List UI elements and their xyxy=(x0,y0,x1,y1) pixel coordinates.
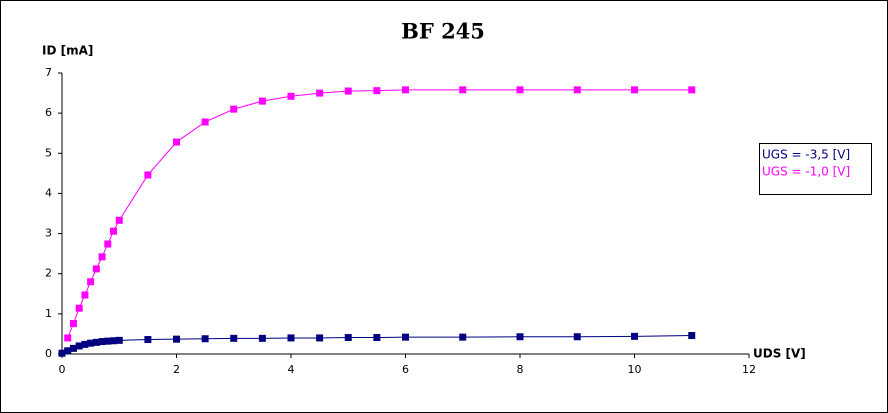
x-tick-label: 12 xyxy=(742,363,756,376)
y-tick-label: 3 xyxy=(45,227,52,240)
point xyxy=(81,291,89,299)
point xyxy=(631,332,638,340)
point xyxy=(173,138,180,146)
point xyxy=(104,337,112,345)
x-tick-label: 2 xyxy=(173,363,180,376)
point xyxy=(64,347,72,355)
y-tick-label: 4 xyxy=(45,186,52,199)
point xyxy=(230,334,238,342)
point xyxy=(98,338,106,346)
point xyxy=(115,336,123,344)
point xyxy=(316,334,324,342)
point xyxy=(92,265,100,273)
point xyxy=(459,333,467,341)
point xyxy=(373,87,381,95)
point xyxy=(688,86,696,94)
y-tick-label: 6 xyxy=(45,106,52,119)
point xyxy=(287,334,295,342)
y-axis-label: ID [mA] xyxy=(42,44,93,58)
point xyxy=(115,216,123,224)
point xyxy=(258,334,266,342)
point xyxy=(98,253,106,261)
legend xyxy=(759,143,872,195)
chart-title: BF 245 xyxy=(401,19,485,44)
point xyxy=(459,86,467,94)
point xyxy=(58,349,66,357)
point xyxy=(64,334,72,342)
point xyxy=(110,337,118,345)
point xyxy=(688,332,696,340)
point xyxy=(87,339,95,347)
point xyxy=(69,319,77,327)
legend-label: UGS = -1,0 [V] xyxy=(762,165,850,179)
point xyxy=(402,86,409,94)
point xyxy=(201,335,209,343)
point xyxy=(69,344,77,352)
point xyxy=(81,340,89,348)
x-tick-label: 6 xyxy=(402,363,409,376)
point xyxy=(631,86,638,94)
point xyxy=(373,334,381,342)
x-tick-label: 4 xyxy=(288,363,295,376)
y-tick-label: 7 xyxy=(45,66,52,79)
point xyxy=(516,86,524,94)
y-tick-label: 5 xyxy=(45,146,52,159)
point xyxy=(75,304,83,312)
point xyxy=(75,342,83,350)
point xyxy=(201,118,209,126)
y-tick-label: 0 xyxy=(45,347,52,360)
x-tick-label: 10 xyxy=(628,363,642,376)
x-axis-label: UDS [V] xyxy=(753,347,806,361)
point xyxy=(402,333,409,341)
point xyxy=(92,338,100,346)
point xyxy=(87,278,95,286)
point xyxy=(573,333,581,341)
x-tick-label: 0 xyxy=(59,363,66,376)
y-tick-label: 2 xyxy=(45,267,52,280)
point xyxy=(573,86,581,94)
point xyxy=(344,334,352,342)
x-tick-label: 8 xyxy=(517,363,524,376)
point xyxy=(230,105,238,113)
point xyxy=(104,240,112,248)
point xyxy=(287,92,295,100)
legend-label: UGS = -3,5 [V] xyxy=(762,148,850,162)
point xyxy=(173,335,180,343)
point xyxy=(344,87,352,95)
point xyxy=(516,333,524,341)
point xyxy=(110,227,118,235)
point xyxy=(316,89,324,97)
point xyxy=(144,171,152,179)
y-tick-label: 1 xyxy=(45,307,52,320)
point xyxy=(144,336,152,344)
point xyxy=(258,97,266,105)
